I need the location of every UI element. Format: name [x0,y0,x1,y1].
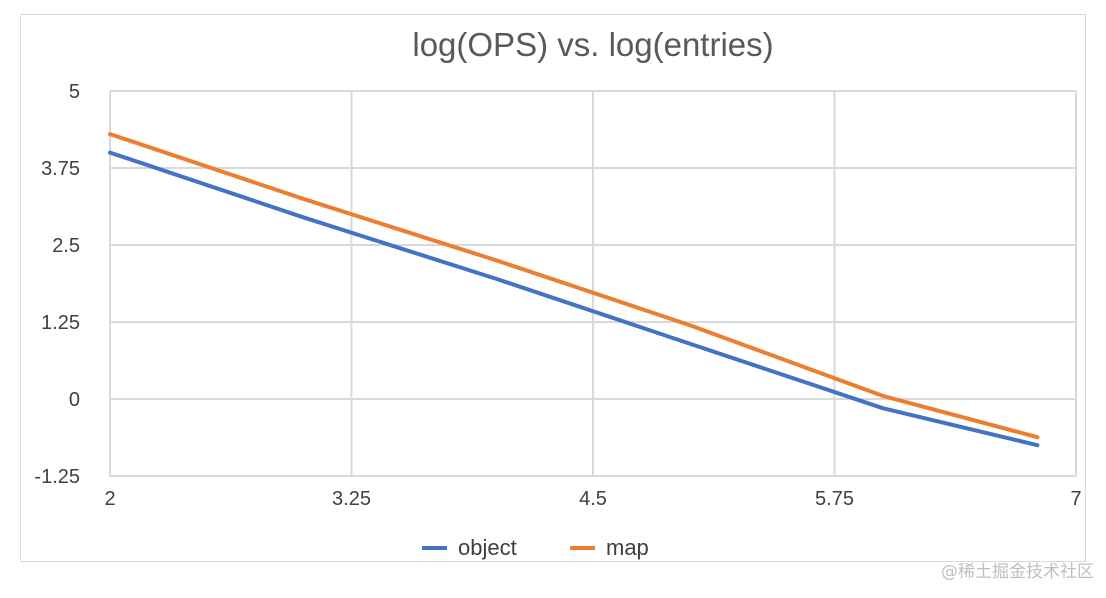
y-tick-label: 0 [69,389,80,411]
series-line-object [108,150,1040,448]
legend: object map [422,535,649,560]
legend-label-map: map [606,535,649,560]
x-tick-label: 4.5 [579,488,607,510]
x-tick-label: 5.75 [815,488,854,510]
watermark-text: @稀土掘金技术社区 [941,562,1094,582]
grid-layer [109,90,1077,477]
y-tick-label: 1.25 [41,312,80,334]
y-tick-label: 5 [69,81,80,103]
y-tick-label: -1.25 [34,466,80,488]
y-tick-label: 2.5 [52,235,80,257]
chart-frame [20,14,1086,562]
x-tick-label: 7 [1070,488,1081,510]
series-layer [108,132,1040,448]
tick-label-layer: 5 3.75 2.5 1.25 0 -1.25 2 3.25 4.5 5.75 7 [34,81,1081,510]
legend-label-object: object [458,535,517,560]
y-tick-label: 3.75 [41,158,80,180]
series-line-map [108,132,1040,440]
x-tick-label: 2 [104,488,115,510]
chart-title: log(OPS) vs. log(entries) [412,26,773,63]
x-tick-label: 3.25 [332,488,371,510]
